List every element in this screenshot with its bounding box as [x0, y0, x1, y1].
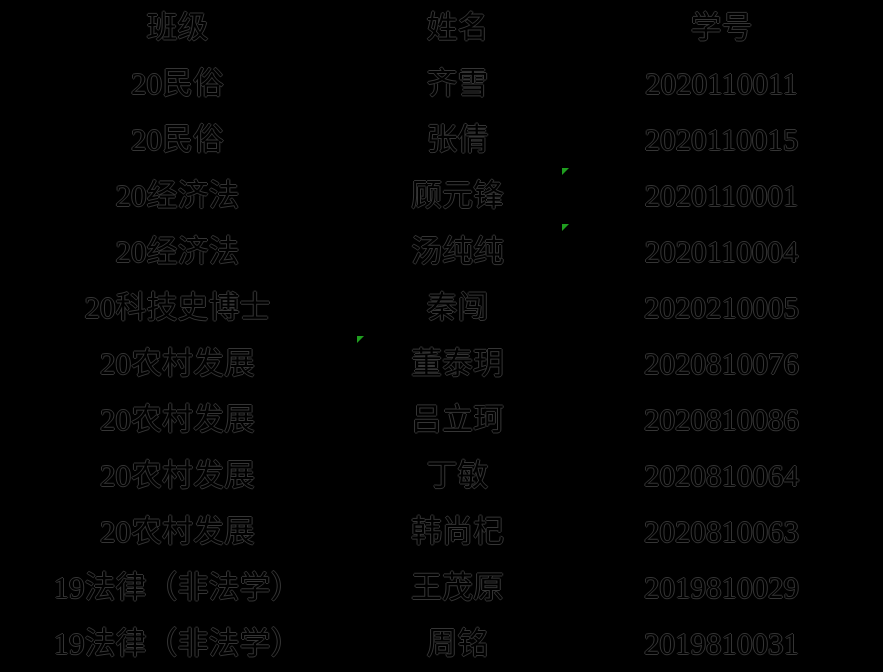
- column-header-class[interactable]: 班级: [146, 10, 209, 45]
- table-header-row: 班级 姓名 学号: [0, 0, 883, 56]
- column-header-name[interactable]: 姓名: [426, 10, 489, 45]
- green-corner-indicator-icon: [357, 336, 364, 343]
- table-row: 19法律（非法学） 周铭 2019810031: [0, 616, 883, 672]
- table-body: 20民俗 齐雪 2020110011 20民俗 张倩 2020110015 20经济法 顾元锋…: [0, 56, 883, 672]
- cell-class[interactable]: 20农村发展: [100, 458, 255, 493]
- cell-student-id[interactable]: 2020810076: [644, 346, 799, 381]
- cell-name[interactable]: 周铭: [426, 626, 489, 661]
- cell-class[interactable]: 20农村发展: [100, 514, 255, 549]
- cell-name[interactable]: 秦闯: [426, 290, 489, 325]
- cell-name[interactable]: 汤纯纯: [411, 234, 504, 269]
- cell-name[interactable]: 董泰玥: [411, 346, 504, 381]
- cell-name[interactable]: 顾元锋: [411, 178, 504, 213]
- cell-student-id[interactable]: 2020210005: [644, 290, 799, 325]
- cell-student-id[interactable]: 2020110001: [644, 178, 799, 213]
- table-row: 20民俗 齐雪 2020110011: [0, 56, 883, 112]
- table-row: 20农村发展 丁敏 2020810064: [0, 448, 883, 504]
- cell-class[interactable]: 20民俗: [131, 66, 224, 101]
- cell-student-id[interactable]: 2020810063: [644, 514, 799, 549]
- cell-student-id[interactable]: 2020110004: [644, 234, 799, 269]
- table-row: 20民俗 张倩 2020110015: [0, 112, 883, 168]
- cell-class[interactable]: 20农村发展: [100, 402, 255, 437]
- cell-name[interactable]: 王茂原: [411, 570, 504, 605]
- table-row: 20科技史博士 秦闯 2020210005: [0, 280, 883, 336]
- table-row: 20经济法 汤纯纯 2020110004: [0, 224, 883, 280]
- cell-class[interactable]: 19法律（非法学）: [53, 570, 302, 605]
- cell-name[interactable]: 韩尚杞: [411, 514, 504, 549]
- cell-class[interactable]: 20民俗: [131, 122, 224, 157]
- table-row: 20经济法 顾元锋 2020110001: [0, 168, 883, 224]
- cell-class[interactable]: 20经济法: [115, 234, 240, 269]
- cell-name[interactable]: 吕立珂: [411, 402, 504, 437]
- cell-class[interactable]: 20科技史博士: [84, 290, 271, 325]
- column-header-student-id[interactable]: 学号: [690, 10, 753, 45]
- table-row: 19法律（非法学） 王茂原 2019810029: [0, 560, 883, 616]
- cell-class[interactable]: 20经济法: [115, 178, 240, 213]
- table-row: 20农村发展 韩尚杞 2020810063: [0, 504, 883, 560]
- cell-student-id[interactable]: 2020110015: [644, 122, 799, 157]
- cell-student-id[interactable]: 2019810031: [644, 626, 799, 661]
- cell-class[interactable]: 19法律（非法学）: [53, 626, 302, 661]
- table-row: 20农村发展 董泰玥 2020810076: [0, 336, 883, 392]
- cell-name[interactable]: 张倩: [426, 122, 489, 157]
- cell-student-id[interactable]: 2020110011: [645, 66, 798, 101]
- green-corner-indicator-icon: [562, 224, 569, 231]
- cell-class[interactable]: 20农村发展: [100, 346, 255, 381]
- table-row: 20农村发展 吕立珂 2020810086: [0, 392, 883, 448]
- cell-name[interactable]: 丁敏: [426, 458, 489, 493]
- green-corner-indicator-icon: [562, 168, 569, 175]
- cell-student-id[interactable]: 2020810064: [644, 458, 799, 493]
- cell-name[interactable]: 齐雪: [426, 66, 489, 101]
- cell-student-id[interactable]: 2020810086: [644, 402, 799, 437]
- cell-student-id[interactable]: 2019810029: [644, 570, 799, 605]
